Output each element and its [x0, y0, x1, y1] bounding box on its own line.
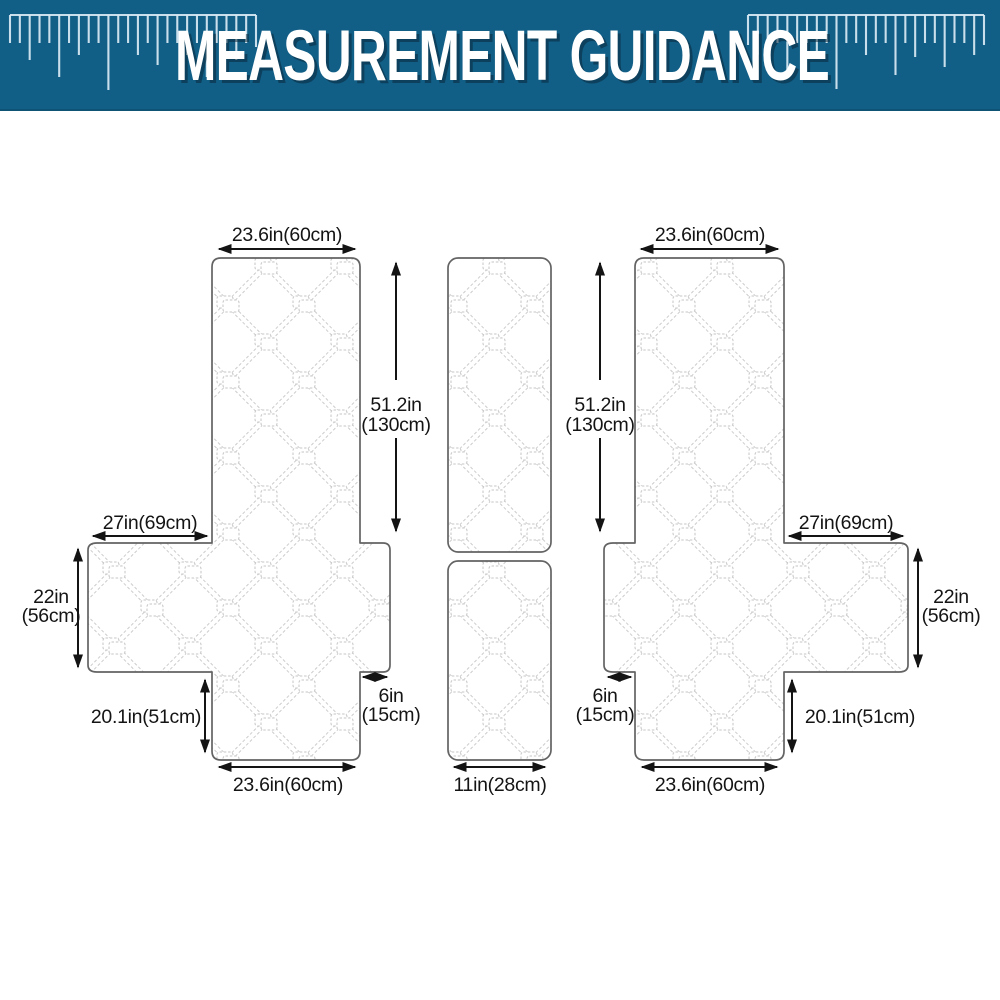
center-strip-bottom	[447, 560, 552, 761]
dim-right-back-height: 51.2in (130cm)	[565, 261, 635, 533]
dim-left-notch-width: 6in (15cm)	[361, 672, 421, 726]
page-title: MEASUREMENT GUIDANCE	[175, 16, 829, 95]
dim-left-top-width: 23.6in(60cm)	[217, 224, 357, 254]
dimension-label: 6in	[378, 685, 403, 707]
dimension-label: (15cm)	[576, 704, 635, 726]
page-title-shadow: MEASUREMENT GUIDANCE	[178, 19, 832, 98]
dim-left-arm-depth: 22in (56cm)	[22, 547, 83, 669]
dimension-label: 51.2in	[574, 394, 625, 416]
dim-right-top-width: 23.6in(60cm)	[639, 224, 780, 254]
dimension-label: 11in(28cm)	[453, 774, 546, 796]
dimension-label: 23.6in(60cm)	[655, 774, 765, 796]
dim-right-arm-depth: 22in (56cm)	[913, 547, 981, 669]
dimension-label: 20.1in(51cm)	[805, 706, 915, 728]
dimension-label: 23.6in(60cm)	[232, 224, 342, 246]
dimension-label: 27in(69cm)	[799, 512, 894, 534]
dimension-label: 27in(69cm)	[103, 512, 198, 534]
right-cover-piece: 23.6in(60cm) 51.2in (130cm) 27in(69cm) 2…	[565, 224, 980, 796]
dimension-label: (56cm)	[922, 605, 981, 627]
dim-left-bottom-width: 23.6in(60cm)	[217, 762, 357, 796]
dimension-label: 20.1in(51cm)	[91, 706, 201, 728]
dim-right-arm-width: 27in(69cm)	[787, 512, 905, 541]
dim-right-bottom-width: 23.6in(60cm)	[640, 762, 779, 796]
left-piece-outline	[87, 257, 391, 761]
dimension-label: (15cm)	[362, 704, 421, 726]
dimension-label: (130cm)	[361, 414, 430, 436]
center-strips: 11in(28cm)	[447, 257, 552, 796]
dim-left-back-height: 51.2in (130cm)	[361, 261, 431, 533]
dim-right-notch-width: 6in (15cm)	[576, 672, 635, 726]
dimension-label: (130cm)	[565, 414, 634, 436]
dimension-label: 51.2in	[370, 394, 421, 416]
dimension-label: (56cm)	[22, 605, 81, 627]
dimension-label: 22in	[933, 586, 969, 608]
dim-center-width: 11in(28cm)	[452, 762, 547, 796]
dimension-label: 23.6in(60cm)	[655, 224, 765, 246]
center-strip-top	[447, 257, 552, 553]
dim-left-front-height: 20.1in(51cm)	[91, 678, 210, 754]
dim-right-front-height: 20.1in(51cm)	[787, 678, 915, 754]
header-banner-edge	[0, 109, 1000, 111]
ruler-right-decoration	[746, 13, 986, 89]
dimension-label: 23.6in(60cm)	[233, 774, 343, 796]
ruler-left-decoration	[8, 13, 258, 90]
left-cover-piece: 23.6in(60cm) 51.2in (130cm) 27in(69cm) 2…	[22, 224, 431, 796]
right-piece-outline	[603, 257, 909, 761]
dimension-label: 22in	[33, 586, 69, 608]
dimension-label: 6in	[592, 685, 617, 707]
dim-left-arm-width: 27in(69cm)	[91, 512, 209, 541]
